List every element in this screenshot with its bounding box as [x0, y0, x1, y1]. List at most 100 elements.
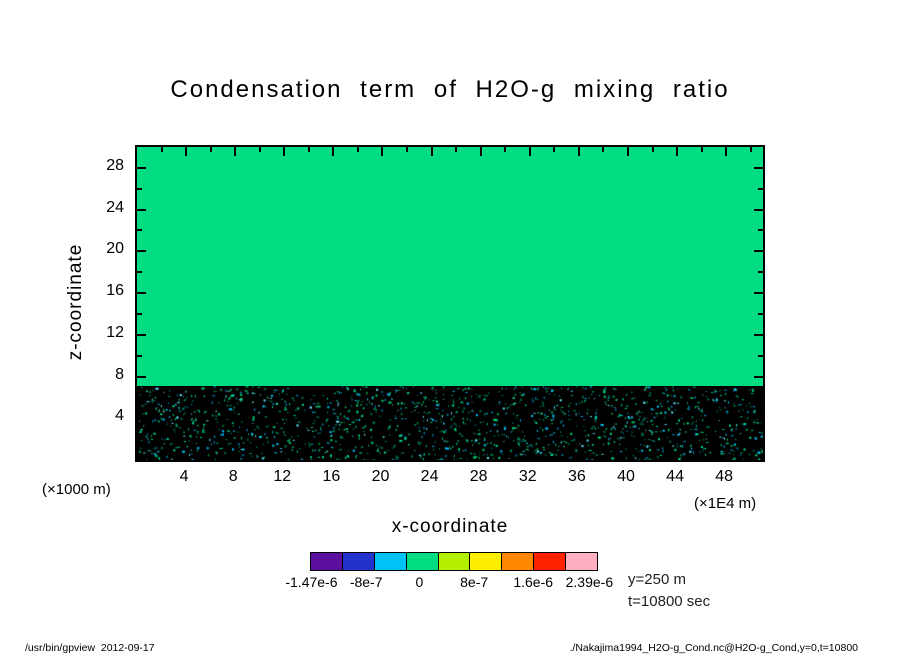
x-tick-mark	[750, 455, 752, 460]
x-tick-mark	[381, 147, 383, 156]
x-tick-mark	[602, 455, 604, 460]
x-tick-mark	[431, 451, 433, 460]
y-tick-mark	[137, 396, 142, 398]
x-tick-mark	[725, 451, 727, 460]
y-tick-mark	[137, 209, 146, 211]
x-tick-mark	[750, 147, 752, 152]
x-tick-mark	[627, 451, 629, 460]
y-tick-label: 28	[106, 156, 124, 174]
x-tick-mark	[725, 147, 727, 156]
y-tick-mark	[137, 376, 146, 378]
colorbar-tick-label: 0	[415, 574, 424, 590]
y-tick-label: 24	[106, 198, 124, 216]
x-tick-mark	[283, 451, 285, 460]
y-tick-mark	[137, 229, 142, 231]
y-tick-label: 4	[115, 407, 124, 425]
x-tick-mark	[308, 147, 310, 152]
x-tick-mark	[185, 147, 187, 156]
x-tick-mark	[676, 451, 678, 460]
y-axis-unit: (×1000 m)	[42, 481, 111, 498]
y-tick-label: 8	[115, 365, 124, 383]
colorbar-tick-label: 8e-7	[460, 574, 489, 590]
y-tick-mark	[758, 271, 763, 273]
y-tick-mark	[137, 271, 142, 273]
colorbar-cell	[533, 553, 566, 570]
y-tick-mark	[754, 209, 763, 211]
x-tick-mark	[627, 147, 629, 156]
time-annotation: t=10800 sec	[628, 593, 711, 610]
y-tick-mark	[137, 167, 146, 169]
y-tick-mark	[754, 334, 763, 336]
colorbar-cell	[311, 553, 342, 570]
y-tick-mark	[137, 438, 142, 440]
x-tick-mark	[701, 147, 703, 152]
y-tick-mark	[758, 438, 763, 440]
x-tick-mark	[676, 147, 678, 156]
colorbar-tick-label: 1.6e-6	[513, 574, 554, 590]
x-tick-label: 36	[567, 468, 586, 485]
colorbar-cell	[469, 553, 502, 570]
x-tick-mark	[455, 147, 457, 152]
colorbar-cell	[437, 553, 470, 570]
x-tick-mark	[480, 147, 482, 156]
colorbar-cell	[373, 553, 406, 570]
x-tick-mark	[259, 147, 261, 152]
x-tick-mark	[332, 147, 334, 156]
x-tick-mark	[161, 147, 163, 152]
x-tick-label: 20	[371, 468, 390, 485]
x-tick-label: 16	[322, 468, 341, 485]
x-axis-unit: (×1E4 m)	[694, 495, 757, 512]
footer-command: /usr/bin/gpview 2012-09-17	[25, 642, 155, 654]
plot-title: Condensation term of H2O-g mixing ratio	[170, 76, 730, 103]
x-tick-mark	[234, 147, 236, 156]
x-tick-mark	[234, 451, 236, 460]
y-tick-mark	[137, 417, 146, 419]
y-tick-mark	[137, 292, 146, 294]
y-tick-label: 12	[106, 323, 124, 341]
x-tick-mark	[210, 455, 212, 460]
colorbar-cell	[565, 553, 598, 570]
colorbar-labels: -1.47e-6 -8e-7 0 8e-7 1.6e-6 2.39e-6	[285, 574, 613, 592]
x-tick-label: 28	[469, 468, 488, 485]
y-tick-mark	[137, 188, 142, 190]
x-tick-mark	[578, 147, 580, 156]
x-tick-label: 32	[518, 468, 537, 485]
x-tick-mark	[578, 451, 580, 460]
y-tick-mark	[137, 355, 142, 357]
colorbar-tick-label: -8e-7	[349, 574, 383, 590]
colorbar-tick-label: 2.39e-6	[565, 574, 614, 590]
x-tick-mark	[529, 147, 531, 156]
x-tick-mark	[529, 451, 531, 460]
x-tick-mark	[406, 147, 408, 152]
y-tick-mark	[137, 313, 142, 315]
x-tick-mark	[553, 455, 555, 460]
y-tick-mark	[754, 376, 763, 378]
y-tick-mark	[137, 250, 146, 252]
x-tick-mark	[283, 147, 285, 156]
y-tick-mark	[137, 334, 146, 336]
x-tick-label: 4	[179, 468, 189, 485]
x-tick-label: 48	[715, 468, 734, 485]
x-tick-mark	[504, 455, 506, 460]
surface-noise-layer	[137, 386, 763, 460]
colorbar-cell	[405, 553, 438, 570]
colorbar-tick-label: -1.47e-6	[285, 574, 338, 590]
y-tick-mark	[754, 292, 763, 294]
x-tick-label: 44	[666, 468, 684, 485]
x-tick-label: 12	[273, 468, 292, 485]
y-tick-mark	[758, 396, 763, 398]
x-tick-mark	[357, 147, 359, 152]
x-tick-mark	[185, 451, 187, 460]
x-tick-mark	[381, 451, 383, 460]
x-tick-label: 24	[420, 468, 439, 485]
y-tick-mark	[754, 250, 763, 252]
y-slice-annotation: y=250 m	[628, 571, 686, 588]
x-tick-mark	[357, 455, 359, 460]
x-tick-mark	[161, 455, 163, 460]
y-tick-mark	[758, 229, 763, 231]
y-tick-mark	[754, 417, 763, 419]
x-tick-mark	[210, 147, 212, 152]
x-tick-mark	[701, 455, 703, 460]
y-tick-mark	[758, 355, 763, 357]
colorbar-cell	[501, 553, 534, 570]
